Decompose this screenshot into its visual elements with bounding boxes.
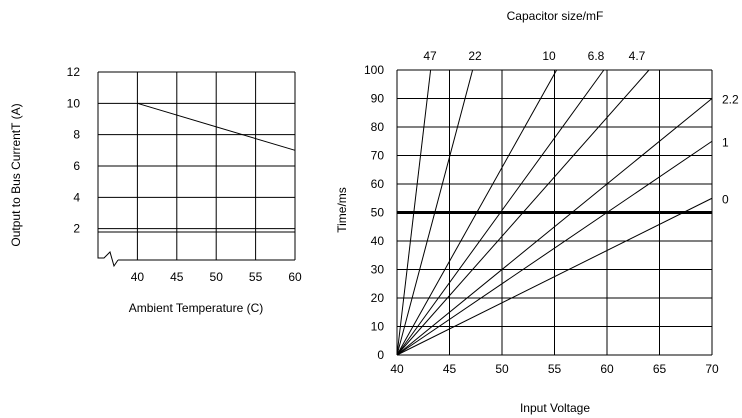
x-tick-label: 70 — [705, 362, 719, 376]
series-line-1 — [396, 140, 713, 356]
x-tick-label: 55 — [548, 362, 562, 376]
y-axis-label: Time/ms — [335, 187, 349, 233]
y-tick-label: 6 — [73, 159, 80, 173]
y-tick-label: 50 — [371, 206, 385, 220]
series-label: 22 — [468, 49, 482, 63]
y-tick-label: 10 — [67, 96, 81, 110]
y-tick-label: 12 — [67, 65, 81, 79]
holdup-time-chart: Capacitor size/mF 40 45 50 55 60 65 70 0102030… — [335, 9, 739, 415]
x-tick-label: 60 — [288, 270, 302, 284]
y-axis-label: Output to Bus CurrentT (A) — [9, 103, 23, 246]
y-tick-label: 10 — [371, 320, 385, 334]
series-label: 47 — [423, 49, 437, 63]
x-tick-label: 40 — [390, 362, 404, 376]
y-tick-label: 90 — [371, 92, 385, 106]
axis-break-zigzag — [97, 251, 119, 268]
x-tick-label: 40 — [131, 270, 145, 284]
series-label: 1 — [722, 135, 729, 149]
x-tick-label: 65 — [653, 362, 667, 376]
y-tick-label: 70 — [371, 149, 385, 163]
x-axis-label: Input Voltage — [520, 401, 590, 415]
chart-title: Capacitor size/mF — [507, 9, 604, 23]
series-line-0 — [396, 197, 713, 356]
series-label: 4.7 — [629, 49, 646, 63]
y-tick-label: 8 — [73, 128, 80, 142]
derating-chart: 40 45 50 55 60 2 4 6 8 10 12 Ambient Temperature … — [9, 65, 302, 315]
series-label: 10 — [542, 49, 556, 63]
series-label: 0 — [722, 192, 729, 206]
x-tick-label: 50 — [495, 362, 509, 376]
x-axis-label: Ambient Temperature (C) — [129, 301, 264, 315]
y-tick-label: 20 — [371, 291, 385, 305]
x-tick-label: 55 — [249, 270, 263, 284]
y-tick-label: 0 — [377, 348, 384, 362]
axis-break-mark — [97, 251, 119, 268]
y-tick-label: 100 — [364, 63, 384, 77]
y-tick-label: 60 — [371, 177, 385, 191]
series-line — [137, 102, 296, 151]
series-label: 2.2 — [722, 93, 739, 107]
y-tick-label: 4 — [73, 190, 80, 204]
y-tick-label: 30 — [371, 263, 385, 277]
x-tick-label: 45 — [170, 270, 184, 284]
y-tick-label: 2 — [73, 222, 80, 236]
y-tick-label: 80 — [371, 120, 385, 134]
x-tick-label: 50 — [210, 270, 224, 284]
x-tick-label: 45 — [443, 362, 457, 376]
series-label: 6.8 — [588, 49, 605, 63]
series-line-2-2 — [396, 98, 713, 356]
y-tick-label: 40 — [371, 234, 385, 248]
x-tick-label: 60 — [600, 362, 614, 376]
